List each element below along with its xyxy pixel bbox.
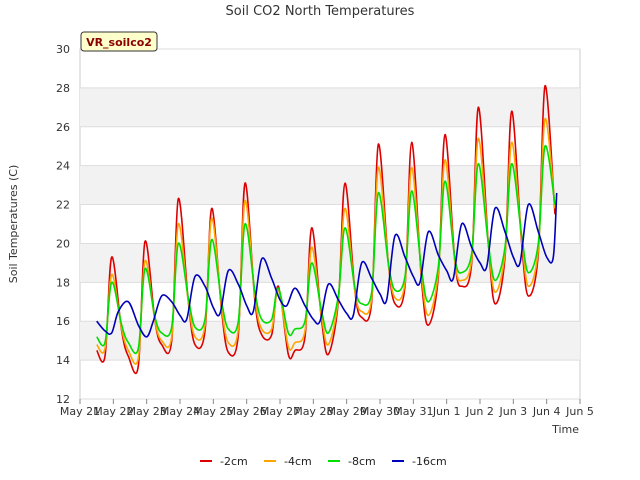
series-line-16cm bbox=[96, 192, 558, 338]
grid-band bbox=[80, 87, 580, 127]
y-tick-label: 14 bbox=[56, 354, 70, 367]
legend-label: -4cm bbox=[284, 455, 312, 468]
y-tick-label: 24 bbox=[56, 160, 70, 173]
y-tick-label: 12 bbox=[56, 393, 70, 406]
x-tick-label: May 23 bbox=[127, 405, 167, 418]
grid-band bbox=[80, 165, 580, 205]
x-tick-label: May 21 bbox=[60, 405, 100, 418]
y-tick-label: 28 bbox=[56, 82, 70, 95]
badge-label: VR_soilco2 bbox=[86, 36, 152, 49]
x-axis-label: Time bbox=[551, 423, 579, 436]
legend-label: -8cm bbox=[348, 455, 376, 468]
y-tick-label: 22 bbox=[56, 199, 70, 212]
legend-label: -2cm bbox=[220, 455, 248, 468]
x-tick-label: May 24 bbox=[160, 405, 200, 418]
badge: VR_soilco2 bbox=[80, 31, 158, 52]
badge-box bbox=[80, 31, 158, 52]
x-tick-label: May 27 bbox=[260, 405, 300, 418]
y-axis: 12 14 16 18 20 22 24 26 28 30 bbox=[56, 43, 70, 406]
plot-background bbox=[79, 48, 581, 400]
grid-band bbox=[80, 243, 580, 283]
x-tick-label: May 31 bbox=[393, 405, 433, 418]
y-tick-label: 20 bbox=[56, 237, 70, 250]
legend-label: -16cm bbox=[412, 455, 447, 468]
y-tick-label: 30 bbox=[56, 43, 70, 56]
series-line-8cm bbox=[96, 145, 556, 355]
x-tick-label: May 29 bbox=[327, 405, 367, 418]
x-tick-label: Jun 5 bbox=[565, 405, 594, 418]
x-tick-label: Jun 1 bbox=[432, 405, 461, 418]
y-tick-label: 18 bbox=[56, 276, 70, 289]
x-tick-label: May 28 bbox=[293, 405, 333, 418]
grid bbox=[80, 48, 580, 400]
y-tick-label: 26 bbox=[56, 121, 70, 134]
x-tick-label: May 22 bbox=[93, 405, 133, 418]
x-tick-label: May 30 bbox=[360, 405, 400, 418]
y-tick-label: 16 bbox=[56, 315, 70, 328]
x-tick-label: Jun 3 bbox=[498, 405, 527, 418]
legend: -2cm -4cm -8cm -16cm bbox=[200, 455, 447, 468]
x-tick-label: Jun 4 bbox=[532, 405, 561, 418]
chart-title: Soil CO2 North Temperatures bbox=[226, 4, 415, 19]
x-tick-label: May 25 bbox=[193, 405, 233, 418]
y-axis-label: Soil Temperatures (C) bbox=[7, 165, 20, 284]
x-tick-label: Jun 2 bbox=[465, 405, 494, 418]
series-lines bbox=[96, 85, 558, 375]
series-line-4cm bbox=[96, 118, 556, 365]
x-tick-label: May 26 bbox=[227, 405, 267, 418]
